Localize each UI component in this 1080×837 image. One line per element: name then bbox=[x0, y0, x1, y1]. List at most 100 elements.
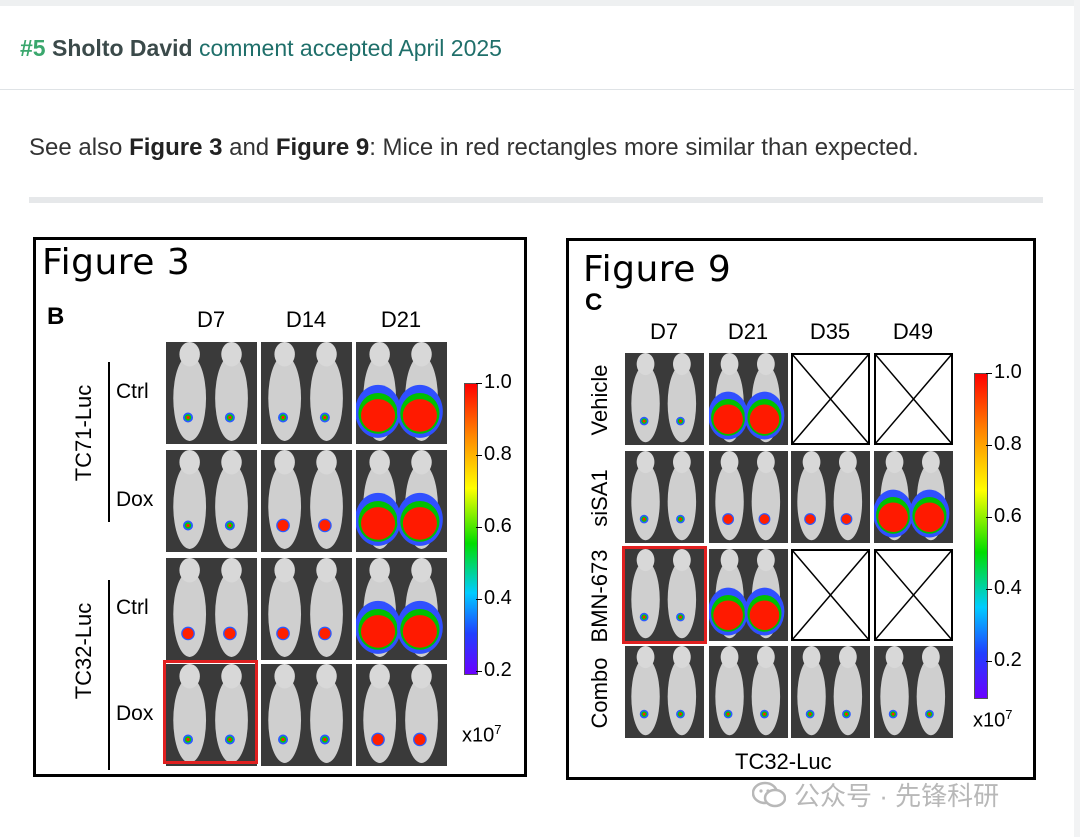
mouse-image bbox=[709, 646, 788, 738]
panel-letter: C bbox=[585, 289, 603, 316]
mouse-image bbox=[625, 451, 704, 543]
empty-placeholder bbox=[791, 353, 870, 445]
colorbar-tick bbox=[986, 661, 992, 662]
mouse-image bbox=[166, 558, 257, 660]
comment-body: See also Figure 3 and Figure 9: Mice in … bbox=[29, 134, 919, 162]
mouse-image bbox=[166, 342, 257, 444]
image-cell bbox=[166, 664, 257, 766]
figure-3-ref: Figure 3 bbox=[129, 134, 223, 161]
image-cell bbox=[874, 549, 953, 641]
comment-header-line: #5 Sholto David comment accepted April 2… bbox=[20, 35, 502, 62]
colorbar-tick bbox=[476, 383, 482, 384]
mouse-image bbox=[356, 664, 447, 766]
mouse-image bbox=[874, 646, 953, 738]
comment-number[interactable]: #5 bbox=[20, 35, 46, 61]
group-bracket bbox=[108, 362, 110, 522]
colorbar-tick-label: 1.0 bbox=[484, 371, 512, 393]
mouse-image bbox=[356, 450, 447, 552]
column-label: D14 bbox=[285, 307, 327, 332]
colorbar-tick-label: 0.4 bbox=[484, 587, 512, 609]
comment-text-prefix: See also bbox=[29, 134, 130, 161]
image-cell bbox=[874, 451, 953, 543]
mouse-image bbox=[709, 353, 788, 445]
image-cell bbox=[625, 646, 704, 738]
divider bbox=[29, 197, 1043, 203]
image-cell bbox=[166, 450, 257, 552]
colorbar-tick-label: 0.6 bbox=[484, 515, 512, 537]
empty-placeholder bbox=[874, 353, 953, 445]
image-cell bbox=[356, 450, 447, 552]
colorbar-tick bbox=[986, 445, 992, 446]
image-cell bbox=[625, 549, 704, 641]
image-cell bbox=[791, 549, 870, 641]
x-group-label: TC32-Luc bbox=[735, 749, 832, 774]
image-cell bbox=[791, 451, 870, 543]
mouse-image bbox=[261, 342, 352, 444]
row-label: Dox bbox=[116, 702, 154, 725]
image-cell bbox=[791, 353, 870, 445]
colorbar-tick-label: 0.4 bbox=[994, 577, 1022, 599]
mouse-image bbox=[791, 646, 870, 738]
mouse-image bbox=[709, 549, 788, 641]
colorbar-tick bbox=[476, 671, 482, 672]
mouse-image bbox=[356, 558, 447, 660]
image-cell bbox=[625, 353, 704, 445]
comment-status: comment accepted April 2025 bbox=[198, 35, 502, 61]
comment-text-suffix: : Mice in red rectangles more similar th… bbox=[369, 134, 919, 161]
column-label: D7 bbox=[196, 307, 226, 332]
comment-text-and: and bbox=[222, 134, 276, 161]
image-cell bbox=[261, 342, 352, 444]
group-label: TC32-Luc bbox=[71, 602, 96, 700]
image-cell bbox=[261, 450, 352, 552]
image-cell bbox=[874, 353, 953, 445]
image-cell bbox=[709, 549, 788, 641]
mouse-image bbox=[261, 664, 352, 766]
image-cell bbox=[791, 646, 870, 738]
colorbar-tick-label: 0.2 bbox=[484, 659, 512, 681]
column-label: D21 bbox=[727, 319, 769, 344]
group-bracket bbox=[108, 580, 110, 770]
mouse-image bbox=[791, 451, 870, 543]
image-cell bbox=[261, 664, 352, 766]
colorbar-tick bbox=[476, 599, 482, 600]
figure-9-title: Figure 9 bbox=[583, 249, 732, 290]
column-label: D21 bbox=[380, 307, 422, 332]
colorbar-tick-label: 0.6 bbox=[994, 505, 1022, 527]
mouse-image bbox=[625, 549, 704, 641]
colorbar-tick bbox=[986, 517, 992, 518]
colorbar-tick-label: 0.2 bbox=[994, 649, 1022, 671]
colorbar-tick bbox=[986, 373, 992, 374]
image-cell bbox=[356, 558, 447, 660]
figure-9-ref: Figure 9 bbox=[275, 134, 370, 161]
image-cell bbox=[166, 342, 257, 444]
colorbar-tick-label: 0.8 bbox=[994, 433, 1022, 455]
mouse-image bbox=[356, 342, 447, 444]
image-cell bbox=[356, 664, 447, 766]
image-cell bbox=[356, 342, 447, 444]
colorbar bbox=[464, 383, 478, 675]
row-label: Ctrl bbox=[116, 380, 149, 403]
mouse-image bbox=[625, 353, 704, 445]
column-label: D35 bbox=[809, 319, 851, 344]
top-border bbox=[0, 0, 1080, 6]
mouse-image bbox=[166, 664, 257, 766]
colorbar-tick bbox=[476, 527, 482, 528]
colorbar bbox=[974, 373, 988, 699]
mouse-image bbox=[874, 451, 953, 543]
colorbar-unit: x107 bbox=[462, 722, 502, 747]
comment-author[interactable]: Sholto David bbox=[51, 35, 193, 61]
figure-3-title: Figure 3 bbox=[42, 242, 191, 283]
group-label: TC71-Luc bbox=[71, 384, 96, 482]
mouse-image bbox=[261, 558, 352, 660]
mouse-image bbox=[261, 450, 352, 552]
highlight-rectangle bbox=[622, 546, 707, 644]
panel-letter: B bbox=[47, 303, 65, 330]
image-cell bbox=[709, 646, 788, 738]
colorbar-tick-label: 1.0 bbox=[994, 361, 1022, 383]
colorbar-unit: x107 bbox=[973, 707, 1013, 732]
colorbar-tick bbox=[986, 589, 992, 590]
watermark-text: 公众号 · 先锋科研 bbox=[794, 781, 1000, 811]
figure-9-image: Figure 9 C D7 D21 D35 D49 Vehicle siSA1 BMN-6… bbox=[566, 238, 1036, 780]
mouse-image bbox=[166, 450, 257, 552]
empty-placeholder bbox=[791, 549, 870, 641]
